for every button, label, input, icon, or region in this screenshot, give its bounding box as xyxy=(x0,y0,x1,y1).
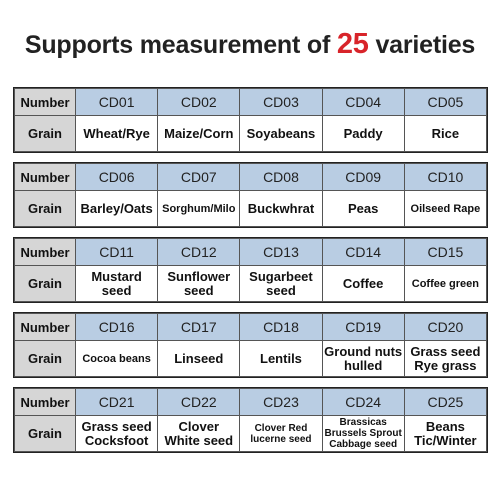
number-row: Number CD21 CD22 CD23 CD24 CD25 xyxy=(14,388,488,416)
variety-code: CD21 xyxy=(74,388,159,416)
variety-code: CD09 xyxy=(321,163,405,191)
number-row: Number CD06 CD07 CD08 CD09 CD10 xyxy=(14,163,488,191)
variety-code: CD07 xyxy=(157,163,241,191)
variety-code: CD16 xyxy=(74,313,159,341)
grain-name: Sugarbeet seed xyxy=(239,265,323,302)
grain-name: Coffee xyxy=(321,265,405,302)
grain-name: Clover Red lucerne seed xyxy=(239,415,323,452)
number-row: Number CD11 CD12 CD13 CD14 CD15 xyxy=(14,238,488,266)
grain-name: Rice xyxy=(403,115,488,152)
page-title: Supports measurement of 25 varieties xyxy=(0,28,500,61)
grain-label: Grain xyxy=(14,115,76,152)
grain-name: Mustard seed xyxy=(74,265,159,302)
variety-code: CD13 xyxy=(239,238,323,266)
grain-name: Grass seed Cocksfoot xyxy=(74,415,159,452)
grain-label: Grain xyxy=(14,415,76,452)
number-label: Number xyxy=(14,88,76,116)
variety-code: CD10 xyxy=(403,163,488,191)
title-suffix: varieties xyxy=(375,31,476,59)
variety-code: CD18 xyxy=(239,313,323,341)
variety-code: CD22 xyxy=(157,388,241,416)
variety-code: CD19 xyxy=(321,313,405,341)
variety-code: CD17 xyxy=(157,313,241,341)
varieties-tables: Number CD01 CD02 CD03 CD04 CD05 Grain Wh… xyxy=(13,87,488,462)
title-prefix: Supports measurement of xyxy=(24,31,331,59)
variety-code: CD14 xyxy=(321,238,405,266)
grain-name: Paddy xyxy=(321,115,405,152)
variety-block: Number CD06 CD07 CD08 CD09 CD10 Grain Ba… xyxy=(13,162,488,228)
grain-row: Grain Mustard seed Sunflower seed Sugarb… xyxy=(14,265,488,302)
variety-block: Number CD16 CD17 CD18 CD19 CD20 Grain Co… xyxy=(13,312,488,378)
grain-row: Grain Barley/Oats Sorghum/Milo Buckwhrat… xyxy=(14,190,488,227)
grain-row: Grain Cocoa beans Linseed Lentils Ground… xyxy=(14,340,488,377)
variety-code: CD05 xyxy=(403,88,488,116)
variety-code: CD11 xyxy=(74,238,159,266)
grain-name: Sorghum/Milo xyxy=(157,190,241,227)
grain-name: Peas xyxy=(321,190,405,227)
variety-code: CD01 xyxy=(74,88,159,116)
number-label: Number xyxy=(14,163,76,191)
grain-name: Wheat/Rye xyxy=(74,115,159,152)
number-row: Number CD01 CD02 CD03 CD04 CD05 xyxy=(14,88,488,116)
variety-block: Number CD01 CD02 CD03 CD04 CD05 Grain Wh… xyxy=(13,87,488,153)
variety-code: CD24 xyxy=(321,388,405,416)
grain-label: Grain xyxy=(14,340,76,377)
variety-code: CD08 xyxy=(239,163,323,191)
grain-name: Cocoa beans xyxy=(74,340,159,377)
grain-row: Grain Grass seed Cocksfoot Clover White … xyxy=(14,415,488,452)
grain-name: Grass seed Rye grass xyxy=(403,340,488,377)
grain-name: Clover White seed xyxy=(157,415,241,452)
grain-name: Oilseed Rape xyxy=(403,190,488,227)
grain-name: Linseed xyxy=(157,340,241,377)
variety-block: Number CD21 CD22 CD23 CD24 CD25 Grain Gr… xyxy=(13,387,488,453)
number-row: Number CD16 CD17 CD18 CD19 CD20 xyxy=(14,313,488,341)
grain-name: Maize/Corn xyxy=(157,115,241,152)
grain-name: Brassicas Brussels Sprout Cabbage seed xyxy=(321,415,405,452)
title-count: 25 xyxy=(336,28,369,60)
number-label: Number xyxy=(14,313,76,341)
grain-name: Ground nuts hulled xyxy=(321,340,405,377)
variety-code: CD12 xyxy=(157,238,241,266)
variety-code: CD25 xyxy=(403,388,488,416)
variety-block: Number CD11 CD12 CD13 CD14 CD15 Grain Mu… xyxy=(13,237,488,303)
variety-code: CD23 xyxy=(239,388,323,416)
variety-code: CD15 xyxy=(403,238,488,266)
variety-code: CD20 xyxy=(403,313,488,341)
grain-name: Coffee green xyxy=(403,265,488,302)
grain-label: Grain xyxy=(14,190,76,227)
grain-label: Grain xyxy=(14,265,76,302)
grain-name: Barley/Oats xyxy=(74,190,159,227)
grain-row: Grain Wheat/Rye Maize/Corn Soyabeans Pad… xyxy=(14,115,488,152)
number-label: Number xyxy=(14,238,76,266)
grain-name: Sunflower seed xyxy=(157,265,241,302)
grain-name: Beans Tic/Winter xyxy=(403,415,488,452)
variety-code: CD04 xyxy=(321,88,405,116)
grain-name: Soyabeans xyxy=(239,115,323,152)
variety-code: CD06 xyxy=(74,163,159,191)
variety-code: CD02 xyxy=(157,88,241,116)
grain-name: Lentils xyxy=(239,340,323,377)
variety-code: CD03 xyxy=(239,88,323,116)
grain-name: Buckwhrat xyxy=(239,190,323,227)
number-label: Number xyxy=(14,388,76,416)
